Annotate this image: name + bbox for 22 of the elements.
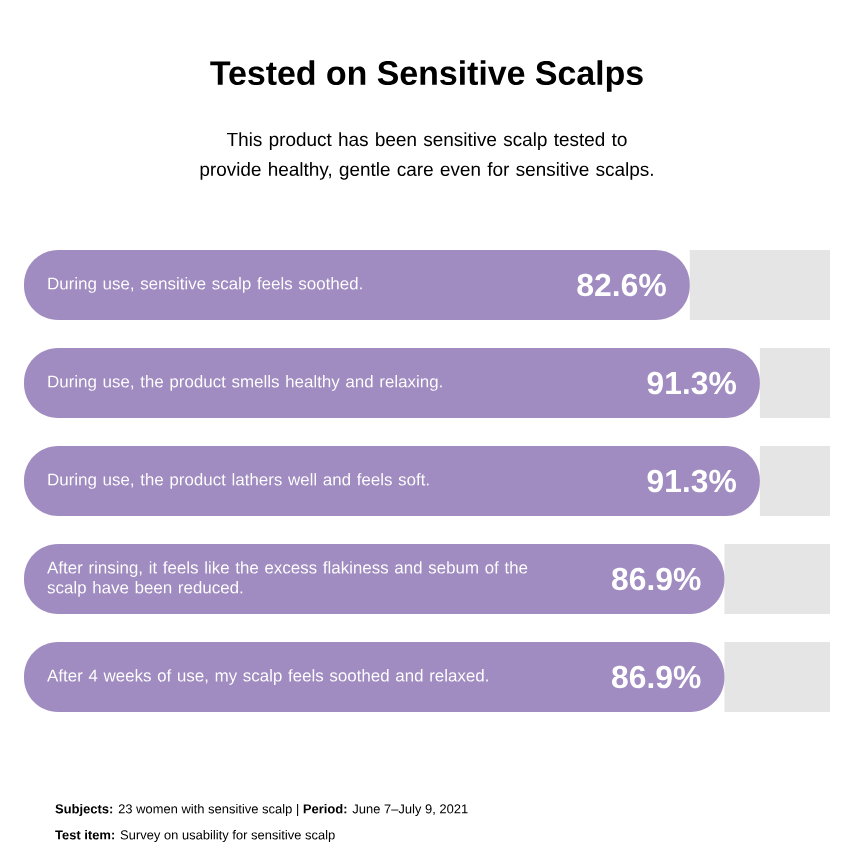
bar — [689, 250, 831, 320]
bar — [24, 544, 725, 615]
data-label: 86.9% — [611, 567, 701, 591]
bar — [24, 250, 690, 320]
data-label: 86.9% — [611, 665, 701, 689]
y-tick-label: During use, the product smells healthy and relaxing. — [48, 375, 442, 391]
y-tick-label: After rinsing, it feels like the excess flakiness and sebum of the scalp have been reduced. — [47, 561, 528, 597]
y-tick-label: During use, the product lathers well and feels soft. — [48, 473, 429, 489]
bar — [24, 446, 760, 516]
data-label: 91.3% — [647, 469, 736, 493]
chart-title: Tested on Sensitive Scalps — [210, 60, 643, 92]
bar — [759, 348, 831, 418]
bar — [724, 544, 831, 615]
y-tick-label: During use, sensitive scalp feels soothed. — [48, 277, 362, 293]
data-label: 91.3% — [647, 371, 736, 395]
data-label: 82.6% — [577, 273, 666, 297]
bar — [759, 446, 831, 516]
bar — [24, 348, 760, 418]
y-tick-label: After 4 weeks of use, my scalp feels soothed and relaxed. — [47, 669, 488, 685]
bar — [24, 642, 725, 713]
bar — [724, 642, 831, 713]
chart-subtitle: This product has been sensitive scalp tested to provide healthy, gentle care even for sensitive scalps. — [200, 132, 653, 180]
